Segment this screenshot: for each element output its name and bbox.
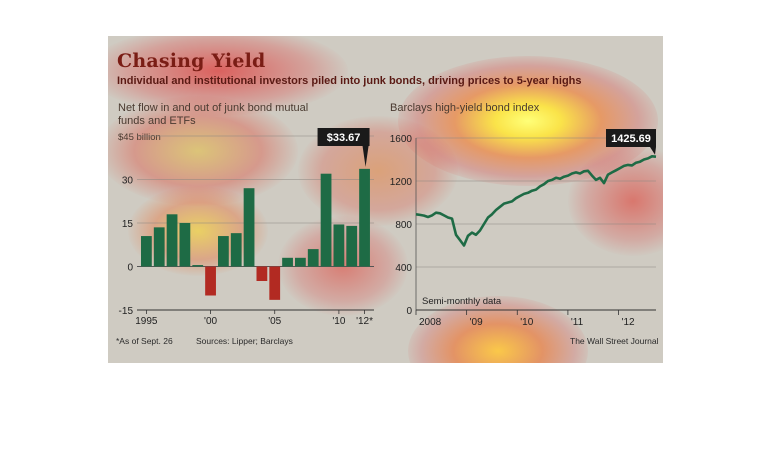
y-tick-label: 1200 bbox=[390, 177, 413, 188]
sources: Sources: Lipper; Barclays bbox=[196, 336, 293, 346]
x-tick-label: 1995 bbox=[135, 316, 158, 327]
bar bbox=[230, 233, 242, 267]
left-bar-chart: -15 0 15 30 1995 '00 '05 '10 '12* $33.67 bbox=[119, 128, 374, 327]
y-tick-label: 15 bbox=[122, 219, 134, 230]
bar bbox=[320, 173, 332, 267]
left-chart-title: Net flow in and out of junk bond mutual … bbox=[118, 102, 309, 127]
x-tick-label: '12* bbox=[356, 316, 373, 327]
y-tick-label: 400 bbox=[395, 263, 412, 274]
left-unit-label: $45 billion bbox=[118, 132, 161, 143]
x-tick-label: '10 bbox=[520, 317, 533, 328]
callout-label: $33.67 bbox=[327, 132, 361, 144]
bar bbox=[218, 236, 229, 267]
bar bbox=[282, 257, 293, 267]
bar bbox=[295, 257, 306, 267]
bar bbox=[192, 265, 204, 267]
bar bbox=[141, 236, 152, 267]
y-tick-label: 30 bbox=[122, 176, 134, 187]
x-tick-label: '00 bbox=[204, 316, 217, 327]
bar bbox=[166, 214, 178, 267]
callout-box bbox=[606, 129, 656, 147]
bar bbox=[359, 168, 370, 267]
callout-pointer bbox=[650, 147, 656, 155]
y-tick-label: 800 bbox=[395, 220, 412, 231]
chart-title: Chasing Yield bbox=[117, 50, 266, 72]
bar bbox=[269, 266, 281, 300]
x-tick-label: '09 bbox=[470, 317, 483, 328]
callout-box bbox=[317, 128, 370, 146]
x-tick-label: '10 bbox=[332, 316, 345, 327]
bar bbox=[333, 224, 345, 267]
y-tick-label: 1600 bbox=[390, 134, 413, 145]
series-note: Semi-monthly data bbox=[422, 296, 502, 307]
bar bbox=[243, 188, 255, 267]
right-chart-title: Barclays high-yield bond index bbox=[390, 102, 540, 114]
footnote: *As of Sept. 26 bbox=[116, 336, 173, 346]
chart-panel: Chasing Yield Individual and institution… bbox=[108, 36, 663, 363]
bar bbox=[256, 266, 268, 281]
bar bbox=[346, 225, 358, 267]
bar bbox=[307, 249, 319, 267]
right-line-chart: 0 400 800 1200 1600 2008 '09 '10 '11 '12 Semi-mont… bbox=[390, 129, 657, 328]
series-line bbox=[415, 155, 657, 247]
callout-pointer bbox=[362, 146, 369, 167]
y-tick-label: 0 bbox=[127, 263, 133, 274]
bar bbox=[205, 266, 216, 296]
credit: The Wall Street Journal bbox=[570, 336, 659, 346]
y-tick-label: -15 bbox=[119, 306, 134, 317]
x-tick-label: 2008 bbox=[419, 317, 442, 328]
x-tick-label: '05 bbox=[268, 316, 281, 327]
bar bbox=[179, 223, 191, 267]
x-tick-label: '12 bbox=[622, 317, 635, 328]
y-tick-label: 0 bbox=[406, 306, 412, 317]
callout-label: 1425.69 bbox=[611, 133, 651, 145]
bar bbox=[153, 227, 165, 267]
chart-subtitle: Individual and institutional investors p… bbox=[117, 75, 582, 87]
x-tick-label: '11 bbox=[571, 317, 584, 328]
